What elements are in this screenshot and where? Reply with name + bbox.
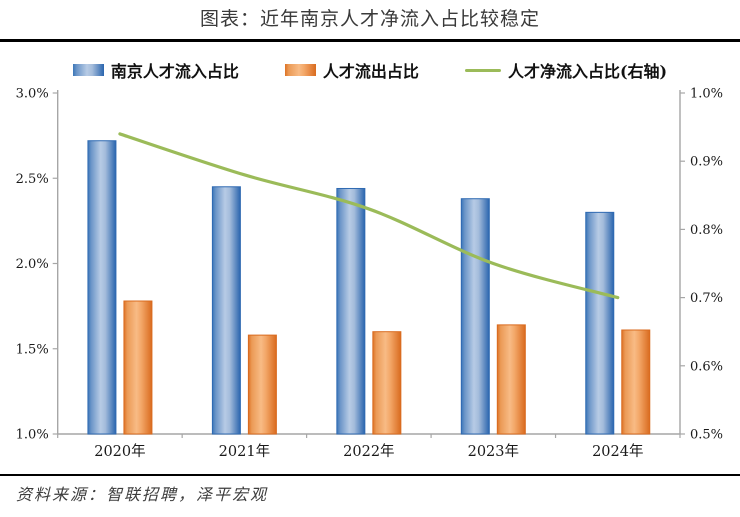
right-axis-tick-label: 0.6% — [690, 359, 723, 374]
x-axis-category-label: 2021年 — [219, 443, 270, 460]
left-axis-tick-label: 1.5% — [16, 342, 49, 357]
net-inflow-line-swatch-icon — [464, 68, 501, 72]
legend-label-outflow: 人才流出占比 — [322, 62, 419, 81]
bar-inflow-2024年 — [585, 211, 615, 435]
bar-outflow-2022年 — [372, 331, 402, 435]
left-axis-tick-label: 1.0% — [16, 428, 49, 443]
right-axis-tick-label: 0.7% — [690, 291, 723, 306]
legend-item-net-inflow: 人才净流入占比(右轴) — [464, 58, 668, 82]
chart-title: 图表：近年南京人才净流入占比较稳定 — [199, 8, 540, 30]
left-axis-tick-label: 2.5% — [16, 172, 49, 187]
x-axis-category-label: 2020年 — [94, 443, 145, 460]
bar-outflow-2021年 — [247, 334, 277, 435]
legend-item-inflow: 南京人才流入占比 — [72, 58, 239, 82]
bar-inflow-2021年 — [211, 186, 241, 435]
x-axis-category-label: 2023年 — [468, 443, 519, 460]
right-axis-tick-label: 1.0% — [690, 87, 723, 102]
x-axis-category-label: 2024年 — [592, 443, 643, 460]
legend-item-outflow: 人才流出占比 — [284, 58, 419, 82]
source-note: 资料来源：智联招聘，泽平宏观 — [16, 485, 269, 504]
x-axis-category-label: 2022年 — [343, 443, 394, 460]
bar-inflow-2020年 — [87, 140, 117, 435]
inflow-bar-swatch-icon — [72, 64, 104, 76]
net-inflow-line — [118, 132, 620, 300]
legend-label-net-inflow: 人才净流入占比(右轴) — [507, 62, 668, 81]
bar-inflow-2023年 — [460, 198, 490, 435]
left-axis-tick-label: 3.0% — [16, 87, 49, 102]
legend: 南京人才流入占比 人才流出占比 人才净流入占比(右轴) — [0, 58, 740, 82]
right-axis-tick-label: 0.8% — [690, 223, 723, 238]
bar-outflow-2023年 — [496, 324, 526, 435]
right-axis-tick-label: 0.5% — [690, 428, 723, 443]
bottom-divider — [0, 474, 740, 476]
legend-label-inflow: 南京人才流入占比 — [110, 62, 239, 81]
bar-outflow-2024年 — [621, 329, 651, 435]
outflow-bar-swatch-icon — [284, 64, 316, 76]
right-axis-tick-label: 0.9% — [690, 155, 723, 170]
bar-inflow-2022年 — [336, 187, 366, 435]
bar-outflow-2020年 — [123, 300, 153, 435]
left-axis-tick-label: 2.0% — [16, 257, 49, 272]
top-divider — [0, 39, 740, 42]
